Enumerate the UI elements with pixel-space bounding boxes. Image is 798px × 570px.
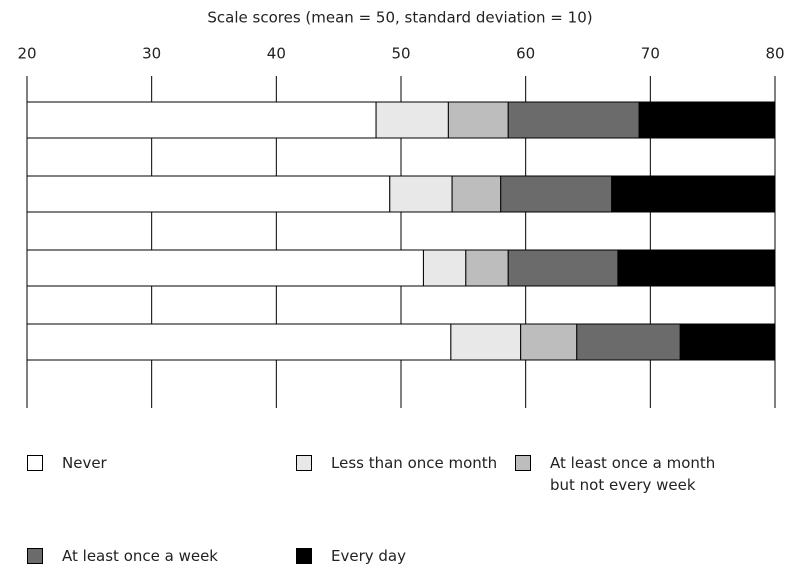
x-tick-label: 60	[516, 45, 535, 63]
bar-segment	[26, 323, 452, 361]
chart: Scale scores (mean = 50, standard deviat…	[17, 9, 785, 408]
bar-segment	[26, 101, 377, 139]
bar-segment	[465, 249, 509, 287]
bar-segment	[447, 101, 509, 139]
bar-segment	[617, 249, 776, 287]
x-tick-label: 40	[267, 45, 286, 63]
bar-segment	[450, 323, 522, 361]
x-tick-label: 70	[641, 45, 660, 63]
bar-segment	[679, 323, 776, 361]
legend-label: At least once a month but not every week	[550, 454, 716, 494]
legend-swatch	[296, 455, 312, 471]
legend-swatch	[27, 455, 43, 471]
legend-item: Never	[27, 452, 242, 474]
bar-segment	[520, 323, 578, 361]
legend-item: At least once a month but not every week	[515, 452, 730, 496]
legend-label: Every day	[331, 547, 406, 565]
x-tick-label: 30	[142, 45, 161, 63]
bar-segment	[611, 175, 776, 213]
bar-segment	[451, 175, 502, 213]
x-tick-label: 50	[391, 45, 410, 63]
legend-label: Less than once month	[331, 454, 498, 472]
bar-segment	[375, 101, 449, 139]
axis-title: Scale scores (mean = 50, standard deviat…	[207, 9, 592, 27]
bar-segment	[500, 175, 613, 213]
bar-segment	[422, 249, 467, 287]
legend-label: Never	[62, 454, 107, 472]
bar-segment	[507, 249, 619, 287]
bar-segment	[507, 101, 640, 139]
legend-swatch	[27, 548, 43, 564]
legend-swatch	[515, 455, 531, 471]
x-tick-label: 80	[765, 45, 784, 63]
bar-segment	[576, 323, 681, 361]
legend-item: Every day	[296, 545, 511, 567]
legend-item: Less than once month	[296, 452, 511, 474]
legend-swatch	[296, 548, 312, 564]
bar-segment	[389, 175, 453, 213]
bar-segment	[26, 249, 424, 287]
bar-segment	[638, 101, 776, 139]
bar-segment	[26, 175, 391, 213]
x-tick-label: 20	[17, 45, 36, 63]
legend-item: At least once a week but not every day	[27, 545, 242, 570]
legend-label: At least once a week but not every day	[62, 547, 218, 570]
